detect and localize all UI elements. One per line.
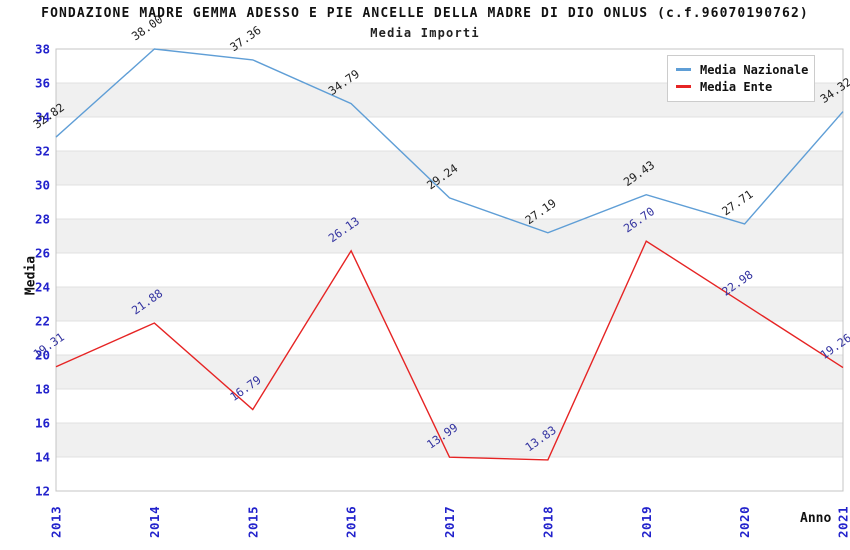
y-tick-label: 12	[35, 484, 50, 499]
plot-band	[56, 321, 843, 355]
legend-label: Media Nazionale	[700, 62, 809, 77]
plot-band	[56, 457, 843, 491]
media-ente-line-marker-icon	[676, 85, 691, 88]
y-tick-label: 32	[35, 144, 50, 159]
y-tick-label: 30	[35, 178, 50, 193]
plot-band	[56, 151, 843, 185]
y-tick-label: 24	[35, 280, 50, 295]
plot-band	[56, 185, 843, 219]
x-axis-title: Anno	[800, 511, 832, 526]
plot-border	[55, 48, 844, 492]
y-tick-label: 22	[35, 314, 50, 329]
chart-title: FONDAZIONE MADRE GEMMA ADESSO E PIE ANCE…	[41, 6, 809, 21]
y-tick-label: 34	[35, 110, 50, 125]
data-point-label: 38.00	[129, 12, 165, 43]
plot-band	[56, 253, 843, 287]
media-nazionale-line-marker-icon	[676, 68, 691, 71]
x-tick-label: 2013	[49, 506, 64, 538]
x-tick-label: 2018	[540, 506, 555, 538]
plot-band	[56, 389, 843, 423]
y-tick-label: 36	[35, 76, 50, 91]
y-tick-label: 26	[35, 246, 50, 261]
y-tick-label: 18	[35, 382, 50, 397]
x-tick-label: 2017	[442, 506, 457, 538]
y-tick-label: 14	[35, 450, 50, 465]
legend: Media Nazionale Media Ente	[667, 55, 815, 102]
legend-item-media-nazionale: Media Nazionale	[676, 61, 809, 78]
y-tick-label: 38	[35, 42, 50, 57]
series-line-media-nazionale	[55, 48, 844, 234]
x-tick-label: 2016	[344, 506, 359, 538]
y-axis-title: Media	[23, 255, 39, 296]
x-tick-label: 2019	[639, 506, 654, 538]
legend-label: Media Ente	[700, 79, 773, 94]
x-tick-label: 2015	[245, 506, 260, 538]
legend-item-media-ente: Media Ente	[676, 78, 806, 95]
x-tick-label: 2021	[836, 506, 850, 538]
chart-subtitle: Media Importi	[370, 26, 480, 40]
y-tick-label: 20	[35, 348, 50, 363]
x-tick-label: 2020	[737, 506, 752, 538]
series-line-media-ente	[55, 240, 844, 461]
x-tick-label: 2014	[147, 506, 162, 538]
y-tick-label: 28	[35, 212, 50, 227]
plot-band	[56, 423, 843, 457]
y-tick-label: 16	[35, 416, 50, 431]
plot-band	[56, 219, 843, 253]
plot-band	[56, 117, 843, 151]
plot-band	[56, 287, 843, 321]
plot-band	[56, 355, 843, 389]
